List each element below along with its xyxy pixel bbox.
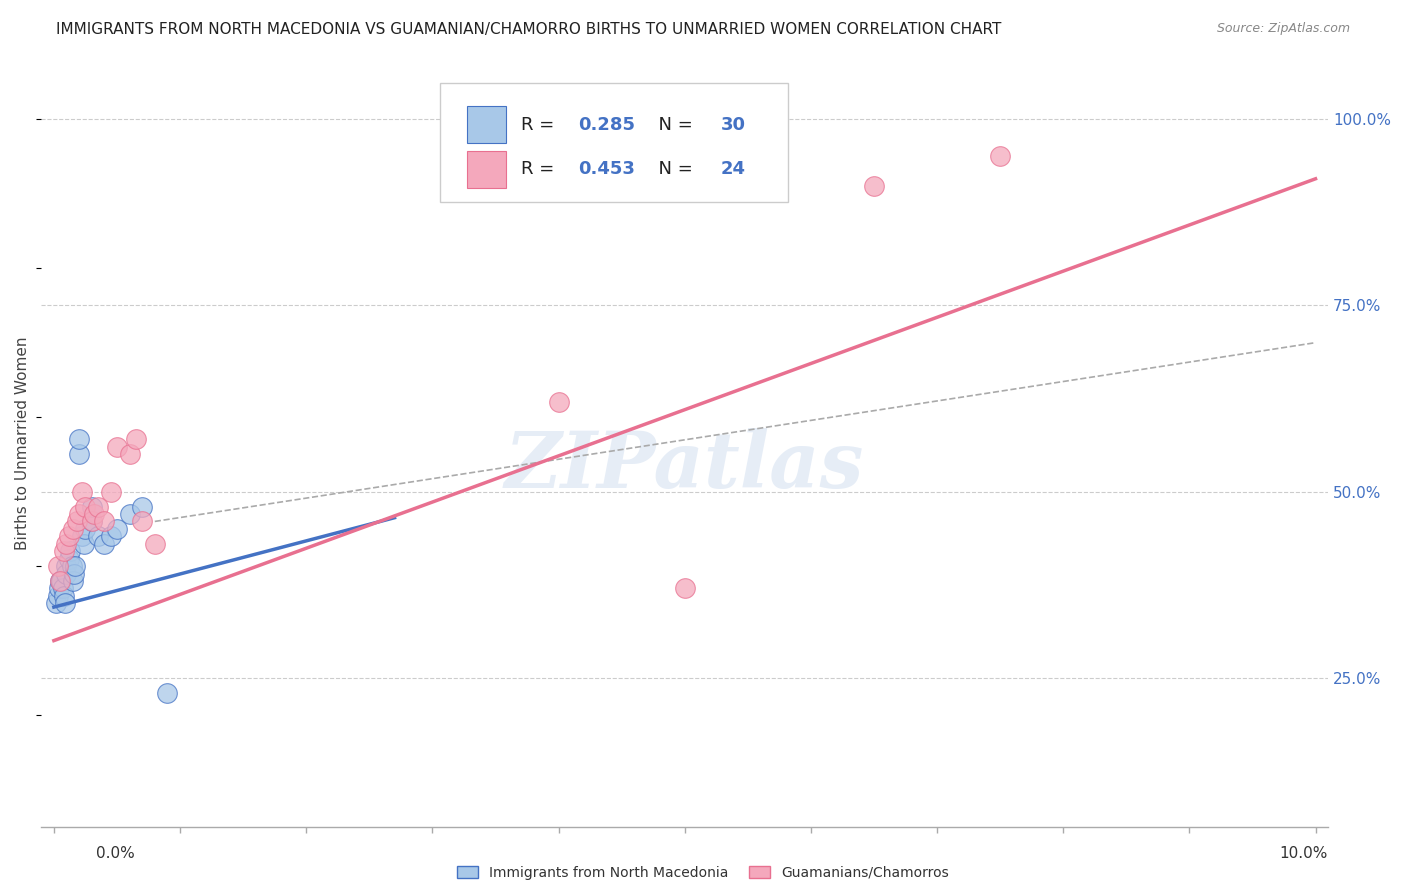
FancyBboxPatch shape [467,151,506,187]
Point [52,582,75,596]
Point [67,507,90,521]
Point [131,515,153,529]
Text: R =: R = [522,116,560,134]
Point [60,559,83,574]
Point [143,537,166,551]
Point [73,537,96,551]
Point [70,484,93,499]
Point [93,515,115,529]
Point [62,522,84,536]
Point [52,544,75,558]
FancyBboxPatch shape [467,106,506,144]
Point [49,574,72,588]
Point [156,686,179,700]
Point [100,484,122,499]
Text: R =: R = [522,161,560,178]
Point [988,149,1011,163]
Point [55,566,77,581]
Point [53,596,76,610]
Point [80,515,103,529]
Point [131,500,153,514]
Point [51,574,73,588]
Point [49,574,72,588]
Point [65,559,87,574]
Point [125,433,148,447]
Text: 10.0%: 10.0% [1279,847,1327,861]
Point [673,582,696,596]
Text: 0.453: 0.453 [578,161,634,178]
Point [80,500,103,514]
Point [46,589,69,603]
Point [105,440,128,454]
Text: N =: N = [647,116,699,134]
Text: 24: 24 [721,161,745,178]
Point [87,500,110,514]
Point [65,515,87,529]
Point [45,596,67,610]
Point [46,559,69,574]
Point [83,507,105,521]
Point [863,179,886,194]
Point [67,447,90,461]
Text: N =: N = [647,161,699,178]
Text: 0.0%: 0.0% [96,847,135,861]
Point [118,507,141,521]
Y-axis label: Births to Unmarried Women: Births to Unmarried Women [15,336,30,550]
Text: IMMIGRANTS FROM NORTH MACEDONIA VS GUAMANIAN/CHAMORRO BIRTHS TO UNMARRIED WOMEN : IMMIGRANTS FROM NORTH MACEDONIA VS GUAMA… [56,22,1001,37]
Legend: Immigrants from North Macedonia, Guamanians/Chamorros: Immigrants from North Macedonia, Guamani… [451,860,955,885]
Text: ZIPatlas: ZIPatlas [505,428,865,505]
Point [58,551,80,566]
Point [59,544,82,558]
Point [547,395,569,409]
Point [67,433,90,447]
Point [58,529,80,543]
Point [75,522,97,536]
Point [93,537,115,551]
FancyBboxPatch shape [440,83,787,202]
Point [118,447,141,461]
Point [48,582,70,596]
Point [75,500,97,514]
Point [55,559,77,574]
Text: 0.285: 0.285 [578,116,636,134]
Text: 30: 30 [721,116,745,134]
Text: Source: ZipAtlas.com: Source: ZipAtlas.com [1216,22,1350,36]
Point [52,589,75,603]
Point [100,529,122,543]
Point [70,529,93,543]
Point [62,574,84,588]
Point [63,566,86,581]
Point [80,515,103,529]
Point [87,529,110,543]
Point [55,537,77,551]
Point [105,522,128,536]
